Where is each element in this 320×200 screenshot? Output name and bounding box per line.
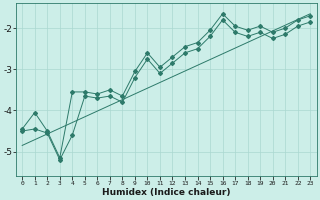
- X-axis label: Humidex (Indice chaleur): Humidex (Indice chaleur): [102, 188, 230, 197]
